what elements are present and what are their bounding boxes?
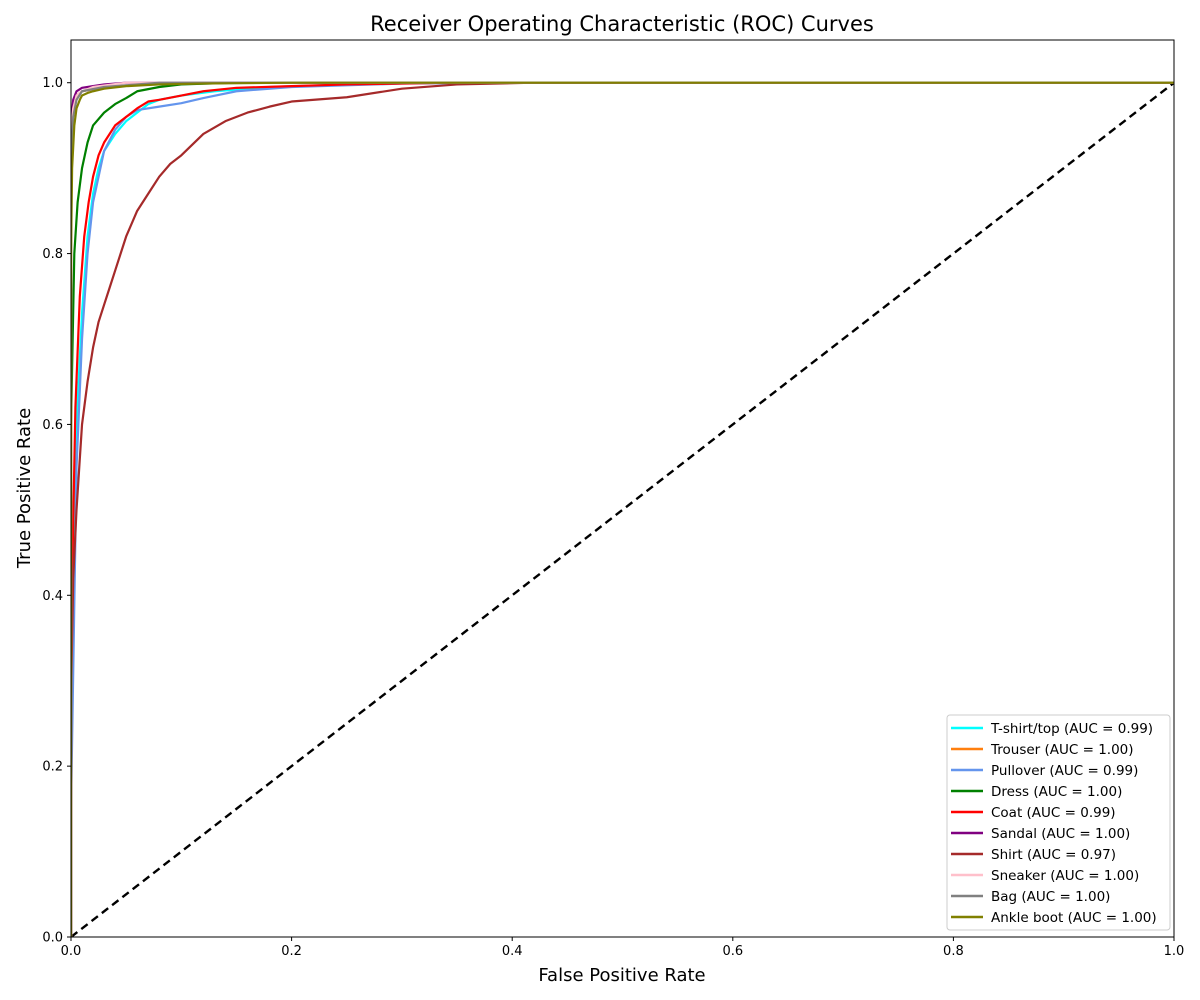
x-tick-label: 0.0 <box>61 944 82 959</box>
legend-frame <box>946 714 1171 931</box>
legend-label: T-shirt/top (AUC = 0.99) <box>990 721 1153 737</box>
x-tick-label: 0.4 <box>502 944 523 959</box>
y-axis-ticks: 0.0 0.2 0.4 0.6 0.8 1.0 <box>42 76 71 946</box>
y-tick-label: 0.0 <box>42 931 63 946</box>
y-tick-label: 0.2 <box>42 760 63 775</box>
roc-curve-series-7 <box>71 81 1174 937</box>
reference-diagonal-line <box>71 81 1174 937</box>
y-tick-label: 0.6 <box>42 418 63 433</box>
legend-label: Bag (AUC = 1.00) <box>991 889 1110 905</box>
legend: T-shirt/top (AUC = 0.99) Trouser (AUC = 1… <box>946 714 1171 931</box>
legend-label: Ankle boot (AUC = 1.00) <box>991 910 1157 926</box>
y-tick-label: 0.4 <box>42 589 63 604</box>
x-tick-label: 0.6 <box>722 944 743 959</box>
legend-label: Sneaker (AUC = 1.00) <box>991 868 1139 884</box>
chart-title: Receiver Operating Characteristic (ROC) … <box>370 12 874 36</box>
legend-label: Pullover (AUC = 0.99) <box>991 763 1138 779</box>
reference-line-layer <box>71 81 1174 937</box>
x-tick-label: 1.0 <box>1164 944 1185 959</box>
legend-label: Dress (AUC = 1.00) <box>991 784 1122 800</box>
x-axis-label: False Positive Rate <box>538 965 705 986</box>
x-tick-label: 0.8 <box>943 944 964 959</box>
y-tick-label: 0.8 <box>42 247 63 262</box>
roc-curve-series-10 <box>71 81 1174 937</box>
x-tick-label: 0.2 <box>281 944 302 959</box>
legend-label: Coat (AUC = 0.99) <box>991 805 1116 821</box>
legend-label: Shirt (AUC = 0.97) <box>991 847 1116 863</box>
y-axis-label: True Positive Rate <box>14 408 35 569</box>
y-tick-label: 1.0 <box>42 76 63 91</box>
legend-label: Sandal (AUC = 1.00) <box>991 826 1130 842</box>
x-axis-ticks: 0.0 0.2 0.4 0.6 0.8 1.0 <box>61 937 1185 959</box>
plot-frame <box>70 39 1175 938</box>
roc-curve-series-5 <box>71 81 1174 937</box>
legend-label: Trouser (AUC = 1.00) <box>990 742 1134 758</box>
